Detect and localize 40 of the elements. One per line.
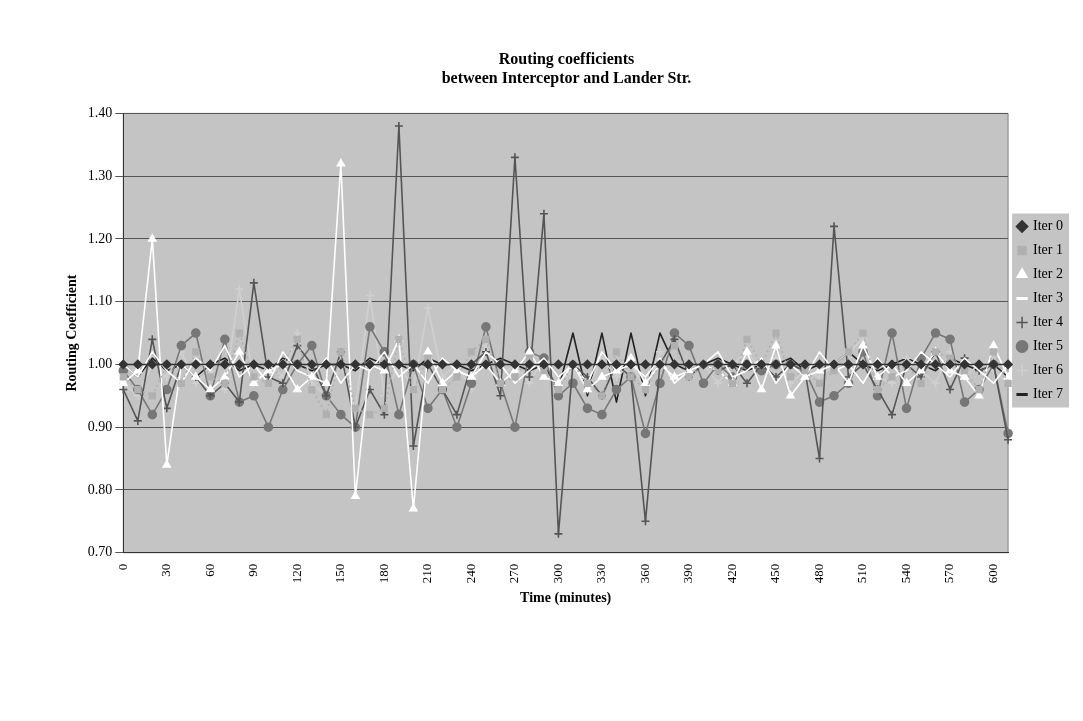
legend-label: Iter 7 — [1033, 386, 1064, 402]
y-tick-label: 1.30 — [87, 167, 113, 183]
y-tick-label: 1.20 — [87, 230, 113, 246]
x-tick-label: 540 — [897, 563, 913, 584]
x-tick-label: 240 — [462, 563, 478, 584]
chart-title: Routing coefficients between Interceptor and Lander Str. — [441, 49, 692, 87]
x-tick-label: 300 — [549, 563, 565, 584]
y-tick-label: 1.00 — [87, 356, 113, 372]
x-tick-label: 510 — [854, 563, 870, 584]
x-tick-label: 480 — [810, 563, 826, 584]
x-tick-label: 30 — [158, 563, 174, 577]
x-tick-label: 180 — [375, 563, 391, 584]
x-tick-label: 270 — [506, 563, 522, 584]
legend-label: Iter 5 — [1033, 338, 1064, 354]
x-axis-title: Time (minutes) — [520, 590, 612, 607]
x-tick-label: 570 — [941, 563, 957, 584]
legend-label: Iter 2 — [1033, 266, 1064, 282]
x-tick-label: 360 — [636, 563, 652, 584]
y-tick-label: 1.10 — [87, 293, 113, 309]
y-tick-label: 0.70 — [87, 544, 113, 560]
x-tick-label: 210 — [419, 563, 435, 584]
x-tick-label: 0 — [114, 563, 130, 571]
y-tick-label: 0.80 — [87, 481, 113, 497]
y-tick-label: 0.90 — [87, 418, 113, 434]
legend-label: Iter 3 — [1033, 290, 1064, 306]
x-tick-label: 150 — [332, 563, 348, 584]
x-tick-label: 420 — [723, 563, 739, 584]
x-tick-label: 330 — [593, 563, 609, 584]
legend-label: Iter 6 — [1033, 362, 1064, 378]
y-tick-label: 1.40 — [87, 105, 113, 121]
legend-label: Iter 4 — [1033, 314, 1064, 330]
x-tick-label: 450 — [767, 563, 783, 584]
x-tick-label: 600 — [984, 563, 1000, 584]
y-axis-title: Routing Coefficient — [64, 274, 80, 392]
legend-label: Iter 0 — [1033, 218, 1064, 234]
x-tick-label: 120 — [288, 563, 304, 584]
legend-label: Iter 1 — [1033, 242, 1064, 258]
x-tick-label: 390 — [680, 563, 696, 584]
x-tick-label: 90 — [245, 563, 261, 577]
x-tick-label: 60 — [201, 563, 217, 577]
